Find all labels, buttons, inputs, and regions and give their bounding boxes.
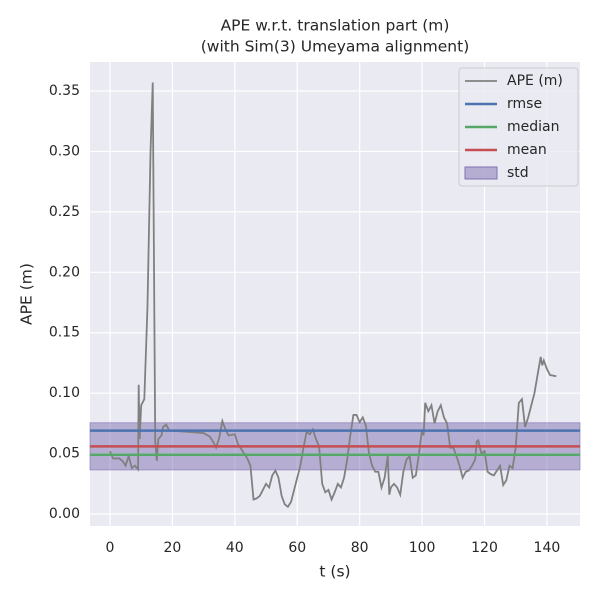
y-tick-label: 0.30: [49, 143, 80, 159]
y-tick-label: 0.05: [49, 446, 80, 462]
y-tick-label: 0.00: [49, 506, 80, 522]
legend-swatch: [464, 166, 498, 180]
x-axis-label: t (s): [319, 563, 350, 581]
x-tick-label: 60: [288, 540, 306, 556]
legend-label: APE (m): [507, 73, 563, 89]
y-axis-label: APE (m): [18, 263, 36, 325]
x-tick-label: 120: [471, 540, 498, 556]
legend-box: [458, 67, 579, 187]
x-tick-label: 80: [351, 540, 369, 556]
legend-label: mean: [507, 142, 547, 158]
legend-label: std: [507, 165, 529, 181]
legend-label: median: [507, 119, 559, 135]
y-tick-label: 0.20: [49, 264, 80, 280]
x-tick-label: 20: [163, 540, 181, 556]
legend-label: rmse: [507, 96, 542, 112]
x-tick-label: 40: [226, 540, 244, 556]
y-tick-label: 0.15: [49, 325, 80, 341]
x-tick-label: 100: [409, 540, 436, 556]
chart-title: APE w.r.t. translation part (m): [221, 17, 450, 35]
y-tick-label: 0.35: [49, 83, 80, 99]
x-tick-label: 140: [534, 540, 561, 556]
y-tick-label: 0.25: [49, 204, 80, 220]
x-tick-label: 0: [106, 540, 115, 556]
chart-subtitle: (with Sim(3) Umeyama alignment): [201, 38, 470, 56]
y-tick-label: 0.10: [49, 385, 80, 401]
legend: APE (m) rmse median mean std: [458, 67, 579, 187]
